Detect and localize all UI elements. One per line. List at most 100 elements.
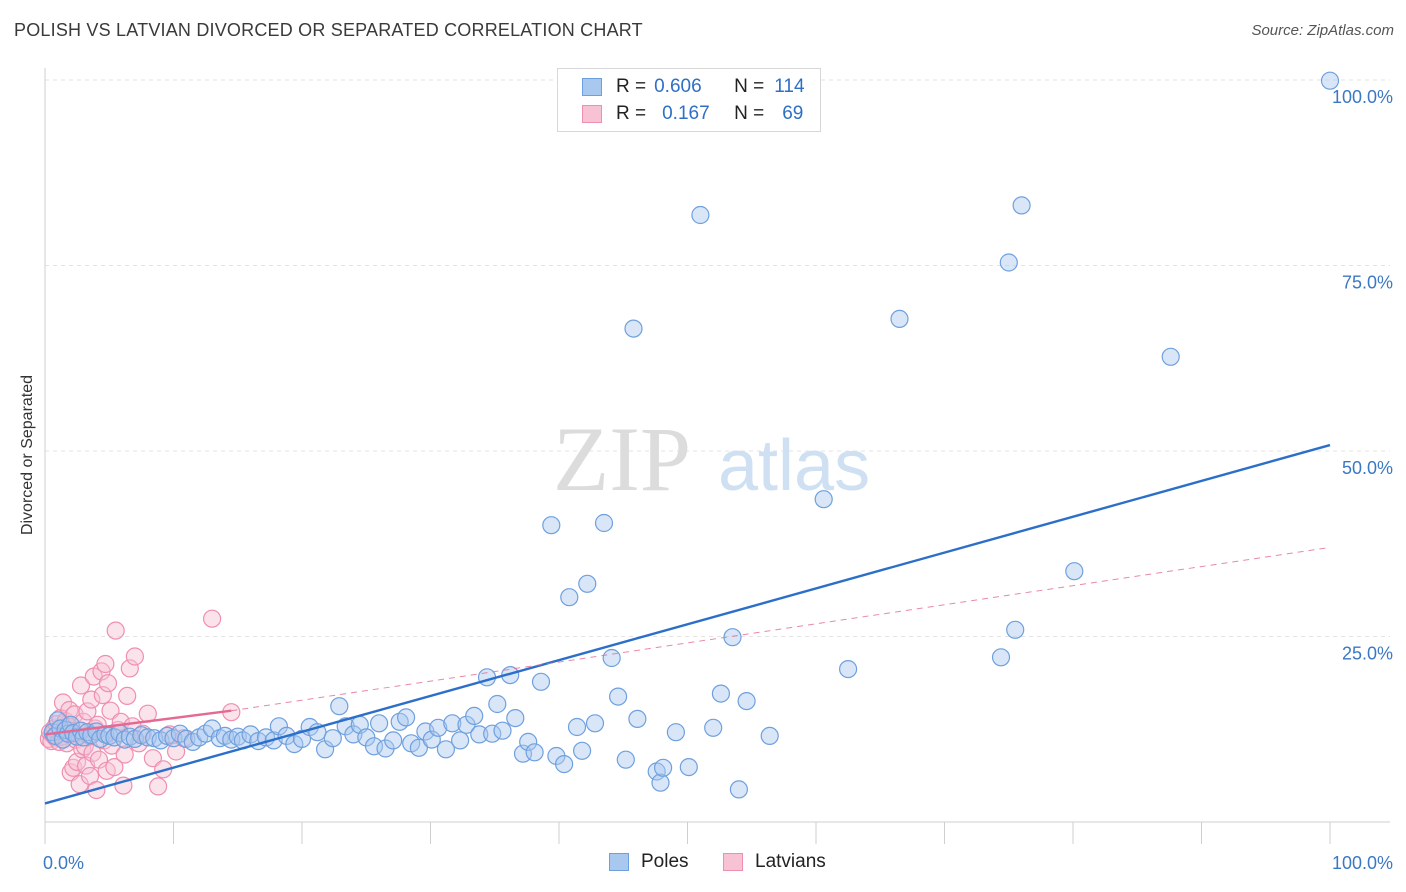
poles-point-114[interactable] [999,253,1018,272]
poles-point-117[interactable] [1065,562,1084,581]
latvians-point-61[interactable] [143,749,162,768]
latvians-point-25[interactable] [71,676,91,695]
latvians-point-62[interactable] [149,777,168,796]
latvians-point-54[interactable] [118,686,137,706]
poles-point-99[interactable] [651,773,670,792]
poles-r-label: R = [616,76,647,97]
chart-source: Source: ZipAtlas.com [1251,22,1394,39]
poles-point-84[interactable] [542,516,561,535]
poles-point-115[interactable] [1006,620,1025,639]
poles-point-52[interactable] [330,697,349,716]
poles-point-83[interactable] [531,672,551,691]
poles-point-113[interactable] [991,648,1011,667]
poles-point-82[interactable] [525,743,544,762]
poles-point-101[interactable] [666,723,686,742]
poles-point-75[interactable] [483,724,502,743]
latvians-trendline [44,709,232,736]
axes [44,68,1390,844]
legend-item-poles[interactable]: Poles [609,851,689,873]
poles-point-116[interactable] [1012,196,1031,215]
y-tick-label-3: 25.0% [1342,644,1393,664]
poles-legend-label: Poles [641,851,689,872]
poles-point-89[interactable] [572,741,592,760]
poles-point-92[interactable] [594,513,614,533]
poles-point-58[interactable] [370,714,389,733]
latvians-point-30[interactable] [78,702,97,721]
poles-point-119[interactable] [1320,71,1340,90]
poles-point-87[interactable] [560,588,579,607]
tick-labels: 100.0% 75.0% 50.0% 25.0% 0.0% 100.0% [43,87,1393,873]
poles-point-68[interactable] [436,740,455,759]
latvians-point-45[interactable] [98,674,118,693]
latvians-point-41[interactable] [93,685,112,705]
poles-point-108[interactable] [737,691,756,711]
poles-point-70[interactable] [451,731,470,750]
poles-point-44[interactable] [269,717,288,736]
poles-point-88[interactable] [567,717,587,737]
poles-point-110[interactable] [814,490,833,509]
poles-point-67[interactable] [429,718,448,737]
poles-point-77[interactable] [493,721,512,740]
poles-point-100[interactable] [653,758,673,777]
x-tick-label-min: 0.0% [43,853,84,873]
poles-swatch [582,78,602,96]
latvians-points [39,609,241,800]
series-legend: Poles Latvians [0,851,1406,877]
poles-point-111[interactable] [838,659,858,679]
poles-point-60[interactable] [384,731,403,750]
latvians-point-43[interactable] [96,654,115,674]
poles-point-90[interactable] [578,574,597,593]
poles-point-80[interactable] [513,744,533,763]
poles-point-91[interactable] [585,714,605,733]
latvians-point-53[interactable] [115,745,134,764]
latvians-point-33[interactable] [82,690,101,709]
legend-item-latvians[interactable]: Latvians [723,851,826,873]
chart-title: POLISH VS LATVIAN DIVORCED OR SEPARATED … [14,20,643,40]
poles-point-107[interactable] [729,780,749,799]
poles-point-94[interactable] [608,687,628,706]
poles-point-73[interactable] [470,725,489,744]
trendlines [44,443,1331,805]
poles-point-118[interactable] [1161,347,1180,366]
latvians-point-11[interactable] [53,693,73,712]
poles-point-104[interactable] [704,718,723,737]
poles-point-112[interactable] [890,309,909,328]
latvians-legend-label: Latvians [755,851,826,872]
poles-point-51[interactable] [323,729,342,748]
poles-point-96[interactable] [624,319,643,338]
latvians-trendline-extended [231,546,1331,712]
x-tick-label-max: 100.0% [1332,853,1393,873]
poles-point-102[interactable] [679,757,698,777]
latvians-point-57[interactable] [125,647,144,666]
poles-point-79[interactable] [506,708,525,728]
poles-point-86[interactable] [554,754,574,774]
poles-point-69[interactable] [443,714,462,733]
poles-point-20[interactable] [115,730,134,749]
poles-point-93[interactable] [602,648,621,668]
poles-point-62[interactable] [397,708,416,727]
latvians-point-46[interactable] [101,701,120,720]
latvians-point-55[interactable] [120,659,139,678]
latvians-legend-swatch [723,853,743,871]
poles-point-103[interactable] [691,205,710,225]
poles-point-105[interactable] [711,684,731,703]
latvians-point-49[interactable] [106,621,125,640]
poles-point-76[interactable] [488,694,507,714]
latvians-point-48[interactable] [105,757,124,777]
poles-point-109[interactable] [760,726,779,746]
y-tick-label-2: 50.0% [1342,458,1393,478]
latvians-n-label: N = [734,103,765,124]
poles-point-66[interactable] [422,730,441,749]
poles-point-64[interactable] [409,738,428,757]
watermark-zip: ZIP [553,408,691,510]
latvians-swatch [582,105,602,123]
poles-point-97[interactable] [628,709,647,729]
poles-point-57[interactable] [364,737,384,756]
latvians-point-34[interactable] [83,743,102,763]
correlation-legend: R = 0.606 N = 114 R = 0.167 N = 69 [557,68,821,132]
poles-point-40[interactable] [241,725,260,744]
latvians-point-67[interactable] [203,609,222,628]
poles-point-95[interactable] [616,750,635,769]
poles-point-72[interactable] [465,706,484,726]
poles-point-81[interactable] [519,732,538,752]
